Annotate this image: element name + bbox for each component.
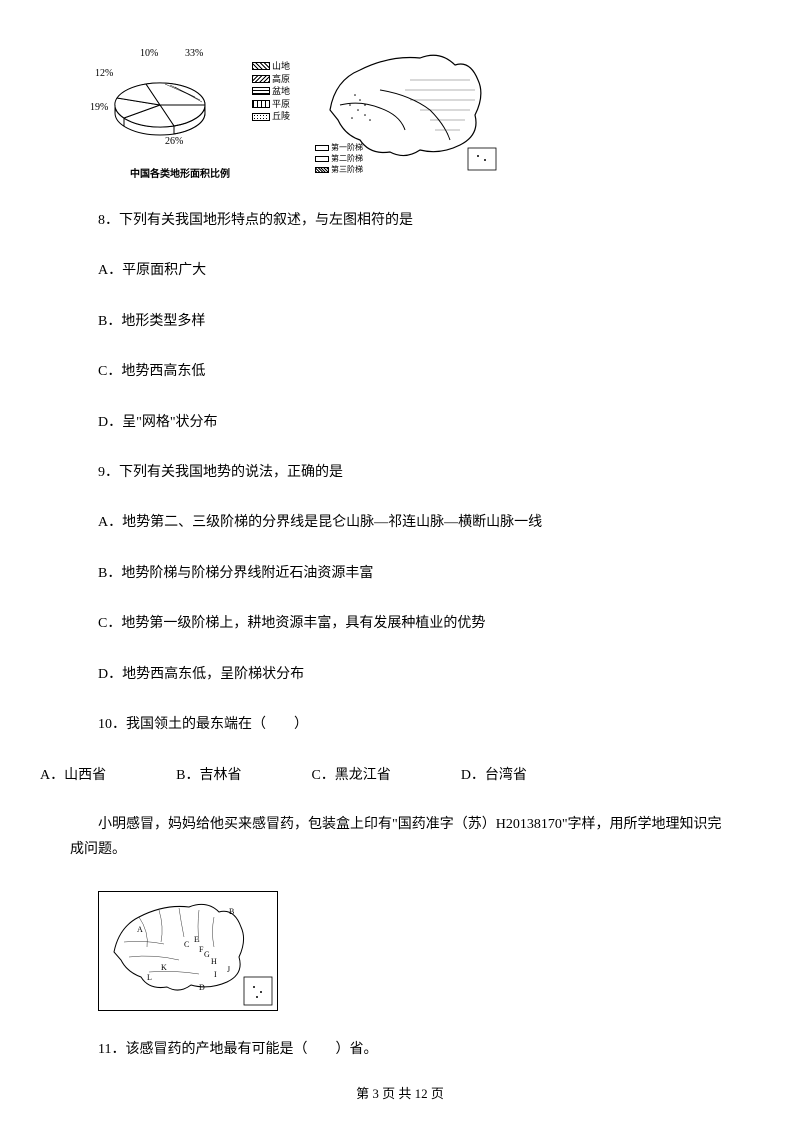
svg-text:H: H: [211, 957, 217, 966]
svg-text:G: G: [204, 950, 210, 959]
svg-text:A: A: [137, 925, 143, 934]
svg-text:L: L: [147, 973, 152, 982]
q10-options-row: A．山西省 B．吉林省 C．黑龙江省 D．台湾省: [40, 764, 730, 784]
legend-label: 平原: [272, 98, 290, 111]
q8-option-a: A．平原面积广大: [70, 260, 730, 282]
q10-option-a: A．山西省: [40, 764, 106, 784]
q9-option-c: C．地势第一级阶梯上，耕地资源丰富，具有发展种植业的优势: [70, 613, 730, 635]
svg-text:C: C: [184, 940, 189, 949]
svg-text:I: I: [214, 970, 217, 979]
legend-label: 高原: [272, 73, 290, 86]
q10-option-b: B．吉林省: [176, 764, 241, 784]
q8-option-d: D．呈"网格"状分布: [70, 412, 730, 434]
q9-stem: 9．下列有关我国地势的说法，正确的是: [70, 462, 730, 484]
q9-option-b: B．地势阶梯与阶梯分界线附近石油资源丰富: [70, 563, 730, 585]
page-footer: 第 3 页 共 12 页: [0, 1083, 800, 1102]
pie-label-10: 10%: [140, 48, 158, 59]
q8-option-c: C．地势西高东低: [70, 361, 730, 383]
pie-legend: 山地 高原 盆地 平原 丘陵: [252, 60, 290, 123]
legend-label: 第二阶梯: [331, 153, 363, 164]
pie-label-26: 26%: [165, 136, 183, 147]
figure-row: 10% 33% 12% 19% 26% 山地 高原 盆地 平原 丘陵 中国各类地…: [90, 40, 730, 180]
q10-option-c: C．黑龙江省: [311, 764, 390, 784]
svg-text:K: K: [161, 963, 167, 972]
legend-label: 山地: [272, 60, 290, 73]
svg-text:B: B: [229, 907, 234, 916]
pie-label-33: 33%: [185, 48, 203, 59]
svg-text:J: J: [227, 965, 230, 974]
legend-label: 第三阶梯: [331, 164, 363, 175]
context-text: 小明感冒，妈妈给他买来感冒药，包装盒上印有"国药准字（苏）H20138170"字…: [70, 812, 730, 862]
legend-label: 盆地: [272, 85, 290, 98]
q8-stem: 8．下列有关我国地形特点的叙述，与左图相符的是: [70, 210, 730, 232]
q9-option-d: D．地势西高东低，呈阶梯状分布: [70, 664, 730, 686]
pie-label-19: 19%: [90, 102, 108, 113]
legend-label: 第一阶梯: [331, 142, 363, 153]
legend-label: 丘陵: [272, 110, 290, 123]
svg-text:E: E: [194, 935, 199, 944]
q10-stem: 10．我国领土的最东端在（ ）: [70, 714, 730, 736]
q11-stem: 11．该感冒药的产地最有可能是（ ）省。: [70, 1039, 730, 1061]
pie-chart: 10% 33% 12% 19% 26% 山地 高原 盆地 平原 丘陵 中国各类地…: [90, 40, 290, 180]
svg-text:D: D: [199, 983, 205, 992]
q8-option-b: B．地形类型多样: [70, 311, 730, 333]
small-china-map: A B E C F G H K L I D J: [98, 891, 278, 1011]
q9-option-a: A．地势第二、三级阶梯的分界线是昆仑山脉—祁连山脉—横断山脉一线: [70, 512, 730, 534]
pie-caption: 中国各类地形面积比例: [130, 165, 230, 180]
pie-label-12: 12%: [95, 68, 113, 79]
map-legend: 第一阶梯 第二阶梯 第三阶梯: [315, 142, 363, 175]
q10-option-d: D．台湾省: [461, 764, 527, 784]
china-map: 第一阶梯 第二阶梯 第三阶梯: [310, 40, 510, 180]
